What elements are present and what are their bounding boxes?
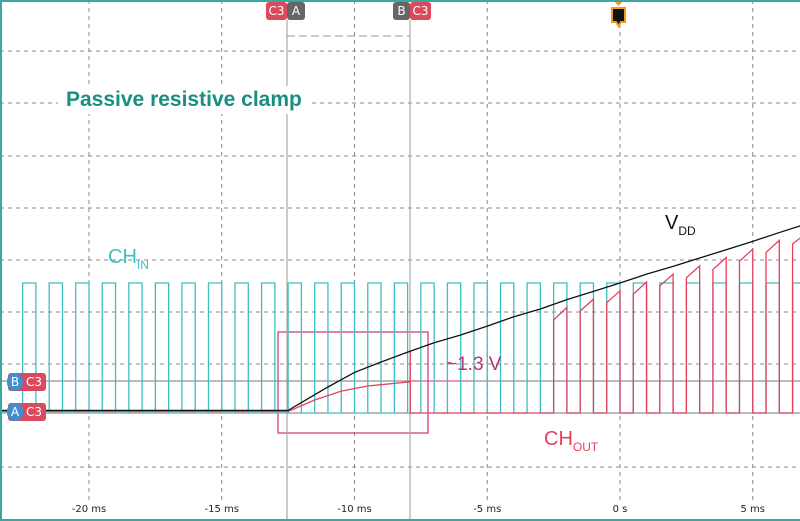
x-tick-label: 0 s (612, 504, 628, 515)
frame-top (0, 0, 800, 2)
frame-left (0, 0, 2, 521)
x-tick-label: -20 ms (71, 504, 107, 515)
ch-in-text: CH (108, 246, 137, 268)
x-tick-label: -5 ms (473, 504, 502, 515)
vdd-text: V (665, 212, 679, 234)
vdd-trace (0, 225, 800, 412)
chart-title: Passive resistive clamp (58, 86, 310, 114)
cursor-a-channel-badge[interactable]: C3 (266, 2, 287, 20)
ch-out-sub: OUT (572, 440, 599, 454)
ch-out-text: CH (544, 428, 573, 450)
x-tick-label: -15 ms (204, 504, 239, 515)
cursor-a-badge[interactable]: A (287, 2, 305, 20)
trigger-marker[interactable] (611, 7, 626, 28)
ref-b-badge[interactable]: B (7, 373, 23, 391)
ref-a-channel: C3 (25, 405, 42, 419)
x-tick-label: -10 ms (337, 504, 372, 515)
ref-a-badge[interactable]: A (7, 403, 23, 421)
cursor-b-badge[interactable]: B (393, 2, 410, 20)
ch-out-label: CHOUT (544, 428, 598, 454)
clamp-voltage-label: ~1.3 V (446, 354, 502, 375)
ch-in-sub: IN (136, 258, 149, 272)
cursor-b-channel-badge[interactable]: C3 (410, 2, 431, 20)
vdd-label: VDD (665, 212, 696, 238)
traces (0, 225, 800, 414)
clamp-highlight-box (277, 331, 429, 434)
vdd-sub: DD (678, 224, 696, 238)
x-tick-label: 5 ms (740, 504, 766, 515)
ch-out-trace (0, 237, 800, 414)
ref-b-channel: C3 (25, 375, 42, 389)
ch-in-trace (0, 282, 800, 414)
frame-bottom (0, 519, 800, 521)
ch-in-label: CHIN (108, 246, 149, 272)
